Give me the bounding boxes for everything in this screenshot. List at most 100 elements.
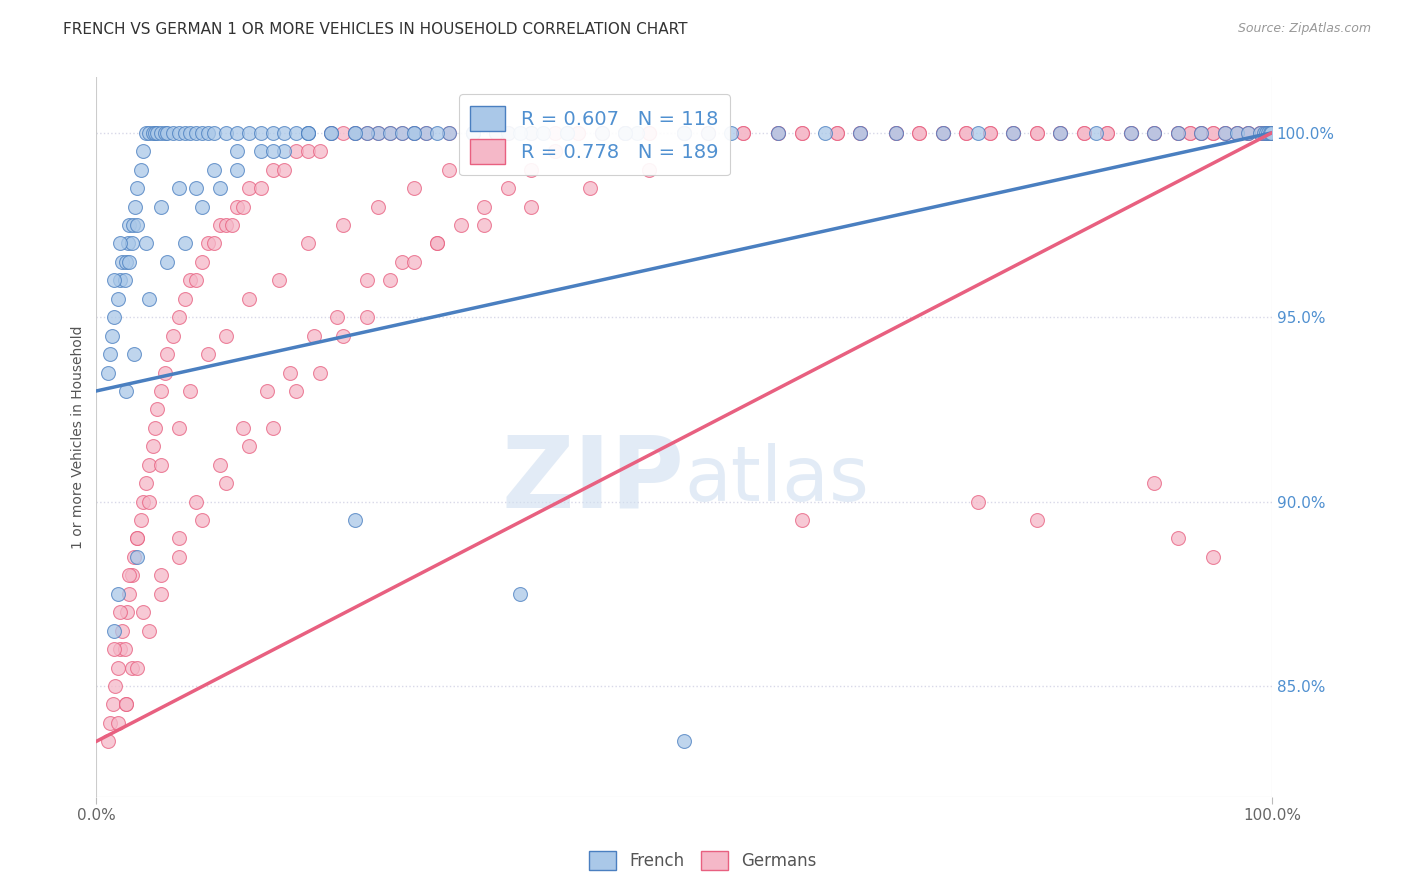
Point <box>1002 126 1025 140</box>
Point <box>1249 126 1271 140</box>
Point <box>135 236 157 251</box>
Point <box>637 162 659 177</box>
Point <box>132 605 155 619</box>
Point <box>614 126 637 140</box>
Point <box>208 181 231 195</box>
Point <box>696 126 718 140</box>
Point <box>173 292 195 306</box>
Point <box>111 624 134 638</box>
Point <box>1097 126 1119 140</box>
Point <box>391 126 413 140</box>
Point <box>173 236 195 251</box>
Point <box>1119 126 1142 140</box>
Point <box>226 145 249 159</box>
Y-axis label: 1 or more Vehicles in Household: 1 or more Vehicles in Household <box>72 326 86 549</box>
Point <box>121 218 143 232</box>
Point <box>790 126 813 140</box>
Point <box>108 236 131 251</box>
Point <box>637 126 659 140</box>
Point <box>391 255 413 269</box>
Point <box>101 698 124 712</box>
Text: Source: ZipAtlas.com: Source: ZipAtlas.com <box>1237 22 1371 36</box>
Point <box>1202 126 1225 140</box>
Point <box>129 513 152 527</box>
Point <box>104 679 127 693</box>
Point <box>114 642 136 657</box>
Point <box>297 126 319 140</box>
Point <box>146 126 169 140</box>
Point <box>1189 126 1212 140</box>
Point <box>1249 126 1271 140</box>
Point <box>150 568 173 582</box>
Point <box>367 126 389 140</box>
Point <box>214 218 236 232</box>
Point <box>191 255 214 269</box>
Point <box>138 624 160 638</box>
Point <box>238 439 260 453</box>
Point <box>262 145 284 159</box>
Point <box>673 126 696 140</box>
Point <box>367 126 389 140</box>
Point <box>1258 126 1281 140</box>
Point <box>520 126 543 140</box>
Legend: French, Germans: French, Germans <box>582 844 824 877</box>
Point <box>150 587 173 601</box>
Point <box>637 126 659 140</box>
Point <box>825 126 848 140</box>
Point <box>884 126 907 140</box>
Point <box>167 126 190 140</box>
Point <box>162 126 184 140</box>
Point <box>1189 126 1212 140</box>
Point <box>343 513 366 527</box>
Point <box>1025 126 1047 140</box>
Point <box>849 126 872 140</box>
Point <box>153 126 176 140</box>
Point <box>614 126 637 140</box>
Point <box>426 236 449 251</box>
Point <box>108 605 131 619</box>
Point <box>932 126 955 140</box>
Point <box>544 126 567 140</box>
Point <box>226 162 249 177</box>
Point <box>186 494 208 508</box>
Point <box>297 145 319 159</box>
Point <box>121 236 143 251</box>
Point <box>380 126 402 140</box>
Point <box>720 126 742 140</box>
Point <box>567 126 589 140</box>
Point <box>250 126 273 140</box>
Point <box>150 458 173 472</box>
Point <box>380 126 402 140</box>
Point <box>1167 126 1189 140</box>
Point <box>520 162 543 177</box>
Point <box>156 126 179 140</box>
Point <box>197 236 219 251</box>
Point <box>1119 126 1142 140</box>
Point <box>121 660 143 674</box>
Point <box>614 126 637 140</box>
Point <box>122 347 145 361</box>
Point <box>326 310 349 325</box>
Point <box>302 328 325 343</box>
Point <box>156 347 179 361</box>
Point <box>332 328 354 343</box>
Point <box>673 126 696 140</box>
Point <box>135 126 157 140</box>
Point <box>97 734 120 748</box>
Point <box>273 145 295 159</box>
Point <box>1249 126 1271 140</box>
Point <box>114 255 136 269</box>
Point <box>108 642 131 657</box>
Point <box>173 126 195 140</box>
Point <box>308 366 330 380</box>
Point <box>1237 126 1260 140</box>
Point <box>107 715 129 730</box>
Point <box>232 421 254 435</box>
Point <box>191 126 214 140</box>
Point <box>138 126 160 140</box>
Point <box>1167 126 1189 140</box>
Point <box>496 181 519 195</box>
Point <box>250 145 273 159</box>
Point <box>238 126 260 140</box>
Point <box>226 200 249 214</box>
